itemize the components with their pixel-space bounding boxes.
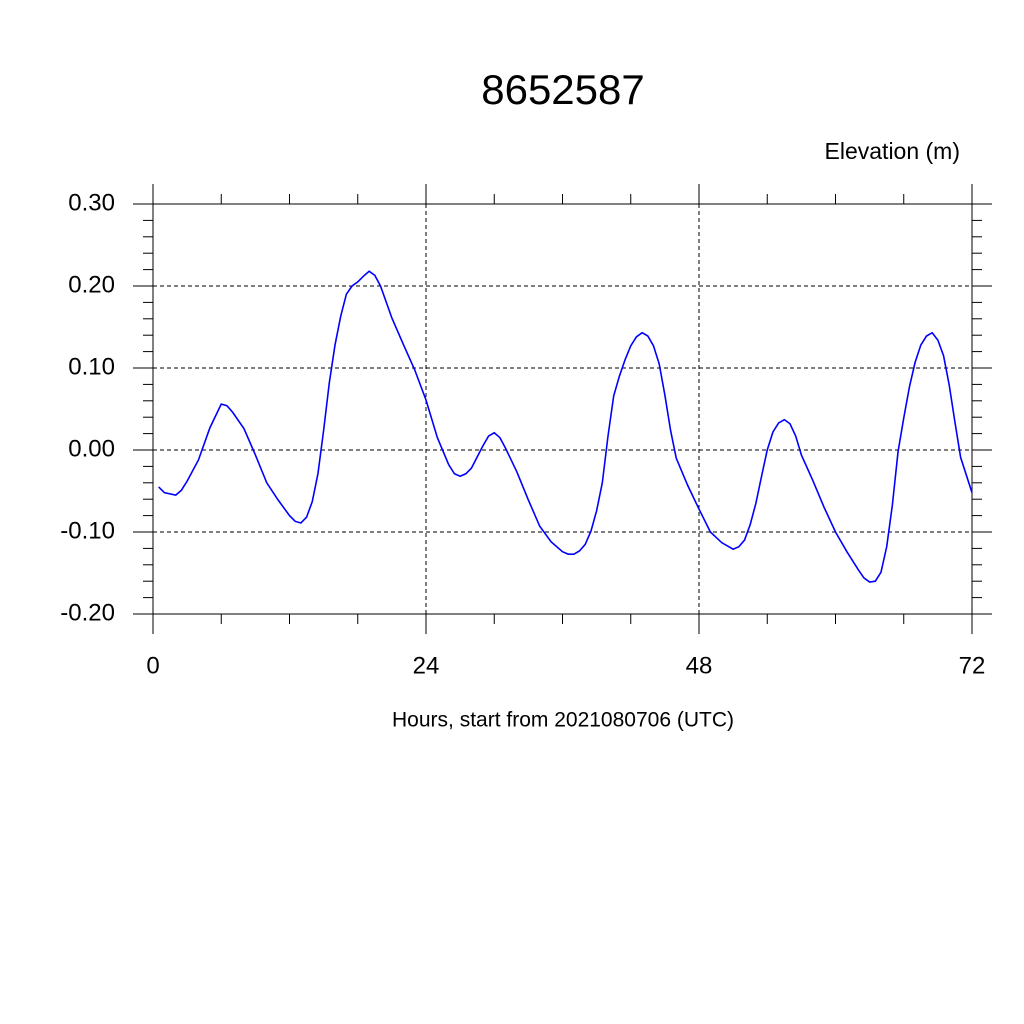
y-tick-label: 0.30 [68, 189, 115, 216]
data-line [158, 270, 973, 583]
x-tick-label: 48 [686, 652, 713, 679]
chart-subtitle: Elevation (m) [825, 138, 960, 164]
chart-title: 8652587 [481, 66, 645, 113]
y-tick-label: 0.00 [68, 435, 115, 462]
x-axis-label: Hours, start from 2021080706 (UTC) [392, 709, 734, 732]
y-tick-label: 0.20 [68, 271, 115, 298]
y-tick-label: 0.10 [68, 353, 115, 380]
y-tick-label: -0.20 [60, 599, 115, 626]
x-tick-label: 0 [146, 652, 159, 679]
x-tick-label: 72 [959, 652, 986, 679]
y-tick-label: -0.10 [60, 517, 115, 544]
x-tick-label: 24 [413, 652, 440, 679]
plot-frame [152, 203, 973, 615]
